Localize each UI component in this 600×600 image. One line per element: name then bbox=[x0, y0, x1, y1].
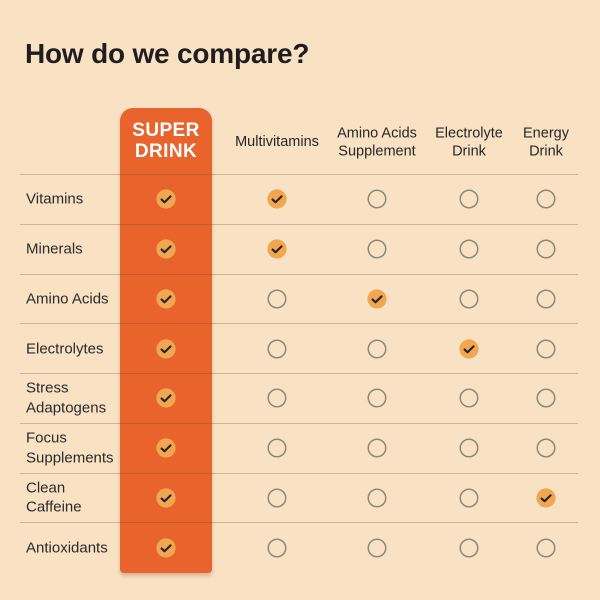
empty-circle-icon bbox=[367, 488, 387, 508]
empty-circle-icon bbox=[536, 538, 556, 558]
empty-circle-icon bbox=[267, 538, 287, 558]
check-icon bbox=[156, 288, 177, 309]
empty-circle-icon bbox=[367, 339, 387, 359]
empty-circle-icon bbox=[459, 438, 479, 458]
table-row: Focus Supplements bbox=[20, 422, 578, 473]
row-label: Vitamins bbox=[26, 190, 84, 208]
row-label: Electrolytes bbox=[26, 339, 104, 357]
empty-circle-icon bbox=[459, 488, 479, 508]
empty-circle-icon bbox=[536, 339, 556, 359]
table-row: Amino Acids bbox=[20, 273, 578, 324]
check-icon bbox=[156, 338, 177, 359]
empty-circle-icon bbox=[459, 239, 479, 259]
empty-circle-icon bbox=[536, 239, 556, 259]
empty-circle-icon bbox=[367, 438, 387, 458]
empty-circle-icon bbox=[267, 438, 287, 458]
empty-circle-icon bbox=[367, 239, 387, 259]
empty-circle-icon bbox=[267, 339, 287, 359]
row-label: Antioxidants bbox=[26, 538, 108, 556]
check-icon bbox=[156, 388, 177, 409]
empty-circle-icon bbox=[367, 189, 387, 209]
table-row: Minerals bbox=[20, 223, 578, 274]
empty-circle-icon bbox=[536, 388, 556, 408]
table-row: Clean Caffeine bbox=[20, 472, 578, 523]
check-icon bbox=[156, 438, 177, 459]
check-icon bbox=[156, 487, 177, 508]
check-icon bbox=[367, 288, 388, 309]
row-label: Minerals bbox=[26, 240, 83, 258]
empty-circle-icon bbox=[367, 388, 387, 408]
empty-circle-icon bbox=[267, 388, 287, 408]
empty-circle-icon bbox=[459, 538, 479, 558]
check-icon bbox=[156, 189, 177, 210]
empty-circle-icon bbox=[459, 388, 479, 408]
empty-circle-icon bbox=[536, 289, 556, 309]
empty-circle-icon bbox=[367, 538, 387, 558]
table-row: Electrolytes bbox=[20, 323, 578, 373]
table-row: Antioxidants bbox=[20, 522, 578, 572]
check-icon bbox=[459, 338, 480, 359]
check-icon bbox=[267, 239, 288, 260]
row-label: Stress Adaptogens bbox=[26, 379, 107, 417]
check-icon bbox=[156, 537, 177, 558]
empty-circle-icon bbox=[267, 488, 287, 508]
empty-circle-icon bbox=[459, 189, 479, 209]
empty-circle-icon bbox=[536, 438, 556, 458]
check-icon bbox=[536, 487, 557, 508]
row-label: Clean Caffeine bbox=[26, 479, 82, 516]
super-drink-label-line2: DRINK bbox=[134, 141, 198, 162]
row-label: Amino Acids bbox=[26, 290, 109, 308]
row-label: Focus Supplements bbox=[26, 429, 114, 467]
page-title: How do we compare? bbox=[25, 38, 310, 69]
column-header-energy-drink: Energy Drink bbox=[523, 125, 569, 159]
table-header: Multivitamins Amino Acids Supplement Ele… bbox=[20, 108, 578, 174]
table-row: Vitamins bbox=[20, 174, 578, 224]
column-header-electrolyte-drink: Electrolyte Drink bbox=[435, 125, 503, 159]
empty-circle-icon bbox=[459, 289, 479, 309]
table-body: Vitamins Minerals Amino Acids Electrolytes S… bbox=[20, 174, 578, 572]
empty-circle-icon bbox=[267, 289, 287, 309]
super-drink-label-line1: SUPER bbox=[132, 119, 200, 141]
empty-circle-icon bbox=[536, 189, 556, 209]
check-icon bbox=[267, 189, 288, 210]
check-icon bbox=[156, 239, 177, 260]
super-drink-header: SUPER DRINK bbox=[120, 108, 212, 174]
column-header-amino-acids-supplement: Amino Acids Supplement bbox=[337, 125, 417, 159]
table-row: Stress Adaptogens bbox=[20, 373, 578, 423]
column-header-multivitamins: Multivitamins bbox=[235, 134, 319, 151]
